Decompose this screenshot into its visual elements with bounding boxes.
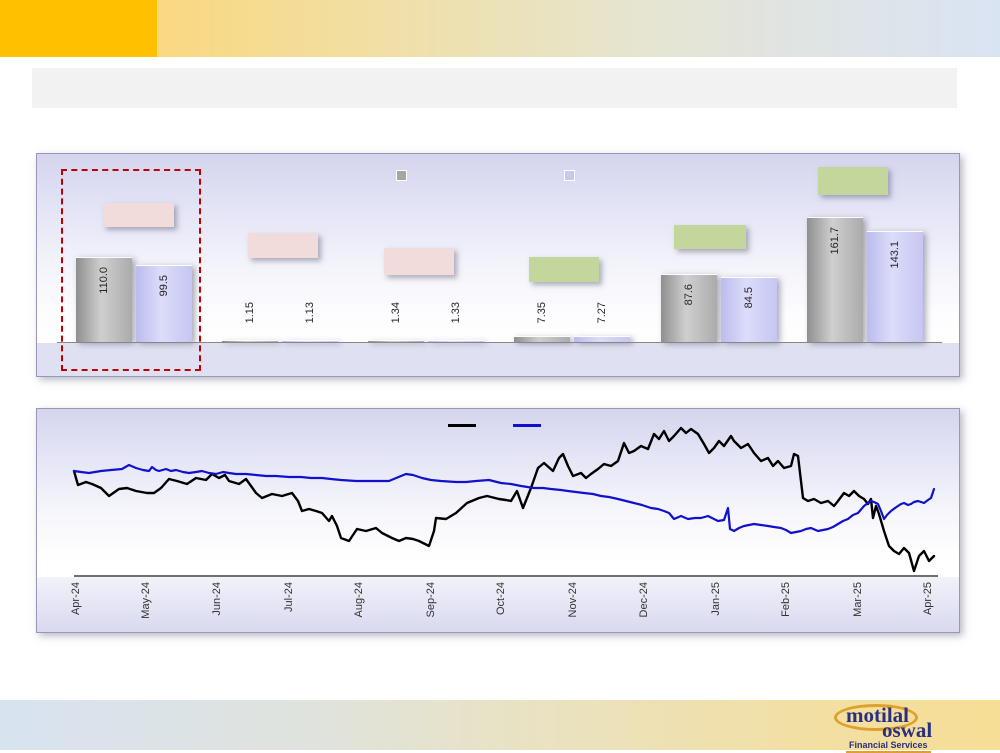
title-placeholder: [32, 68, 957, 108]
bar-value-label: 161.7: [829, 227, 841, 255]
logo-ellipse-icon: [834, 704, 918, 731]
line-chart-panel: Apr-24 May-24 Jun-24 Jul-24 Aug-24 Sep-24 Oct-…: [36, 408, 960, 633]
callout-box-negative: [384, 248, 454, 275]
callout-box-positive: [529, 257, 599, 282]
callout-box-positive: [674, 225, 746, 249]
line-chart-canvas: [72, 426, 938, 577]
line-series-1-black: [72, 426, 936, 573]
logo-oswal: oswal: [882, 718, 933, 742]
bar-value-label: 1.33: [450, 302, 462, 324]
bar-value-label: 7.35: [536, 302, 548, 324]
legend-swatch-line: [448, 424, 476, 427]
line-chart-label-strip: [37, 577, 959, 632]
bar-value-label: 87.6: [683, 284, 695, 306]
callout-box-positive: [818, 167, 888, 195]
x-axis-label-jan-25: Jan-25: [710, 582, 722, 616]
legend-swatch-line: [513, 424, 541, 427]
callout-box-negative: [248, 233, 318, 258]
line-series-2-blue: [72, 463, 936, 535]
x-axis-label-oct-24: Oct-24: [495, 582, 507, 616]
bar-series-1-gray-group-6: [807, 217, 863, 342]
bar-series-1-gray-group-4: [514, 336, 570, 342]
bar-value-label: 84.5: [743, 287, 755, 309]
bar-series-2-lavender-group-4: [574, 336, 630, 342]
bar-chart-axis-line: [57, 342, 942, 343]
x-axis-label-mar-25: Mar-25: [852, 582, 864, 617]
bar-series-2-lavender-group-6: [867, 231, 923, 342]
header-accent-block: [0, 0, 157, 57]
footer-band: motilal oswal Financial Services: [0, 700, 1000, 753]
x-axis-label-jun-24: Jun-24: [211, 582, 223, 616]
x-axis-label-feb-25: Feb-25: [780, 582, 792, 617]
bar-series-1-gray-group-1: [76, 257, 132, 342]
bar-chart-panel: 110.0 1.15 1.34 7.35 87.6 161.7 99.5 1.13 1.33 7.…: [36, 153, 960, 377]
legend-swatch-square: [564, 170, 575, 181]
bar-series-1-gray-group-3: [368, 340, 424, 342]
logo-motilal: motilal: [846, 703, 909, 727]
highlight-dashed-box: [61, 169, 201, 371]
x-axis-label-aug-24: Aug-24: [353, 582, 365, 618]
bar-series-1-gray-group-2: [222, 340, 278, 342]
bar-value-label: 1.13: [304, 302, 316, 324]
x-axis-label-apr-24: Apr-24: [70, 582, 82, 616]
x-axis-label-may-24: May-24: [140, 582, 152, 619]
bar-value-label: 143.1: [889, 241, 901, 269]
x-axis-label-nov-24: Nov-24: [567, 582, 579, 618]
bar-series-2-lavender-group-5: [721, 277, 777, 342]
bar-value-label: 7.27: [596, 302, 608, 324]
bar-value-label: 1.34: [390, 302, 402, 324]
bar-series-2-lavender-group-2: [282, 340, 338, 342]
bar-value-label: 1.15: [244, 302, 256, 324]
x-axis-label-apr-25: Apr-25: [922, 582, 934, 616]
bar-series-1-gray-group-5: [661, 274, 717, 342]
logo-tagline: Financial Services: [846, 740, 931, 753]
x-axis-label-sep-24: Sep-24: [425, 582, 437, 618]
motilal-oswal-logo: motilal oswal Financial Services: [830, 703, 988, 753]
callout-box-negative: [103, 203, 174, 227]
legend-swatch-square: [396, 170, 407, 181]
header-band: [0, 0, 1000, 57]
x-axis-label-dec-24: Dec-24: [638, 582, 650, 618]
bar-series-2-lavender-group-1: [136, 265, 192, 342]
bar-series-2-lavender-group-3: [428, 340, 484, 342]
x-axis-label-jul-24: Jul-24: [283, 582, 295, 612]
